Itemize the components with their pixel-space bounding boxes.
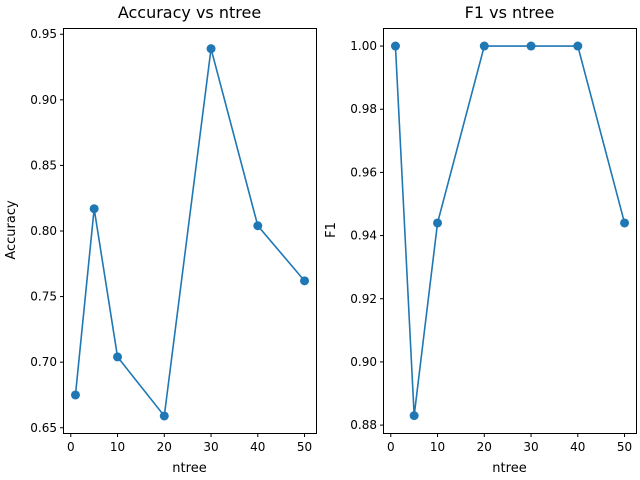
f1-series-line — [394, 45, 626, 416]
accuracy-x-tick-label: 50 — [297, 440, 312, 454]
f1-data-point — [573, 41, 583, 51]
f1-y-tick-label: 1.00 — [350, 39, 377, 53]
f1-y-tick-label: 0.92 — [350, 292, 377, 306]
accuracy-y-axis-label: Accuracy — [4, 200, 19, 260]
accuracy-x-axis-label: ntree — [172, 461, 206, 476]
accuracy-y-tick-label: 0.75 — [30, 290, 57, 304]
accuracy-y-tick-label: 0.80 — [30, 224, 57, 238]
f1-panel: F1 vs ntree ntree F1 0 10 20 30 40 50 0.88 0.90… — [324, 3, 637, 476]
f1-data-point — [526, 41, 536, 51]
accuracy-series-line — [74, 48, 306, 418]
f1-x-tick-label: 10 — [430, 440, 445, 454]
accuracy-y-tick-label: 0.65 — [30, 421, 57, 435]
accuracy-data-point — [206, 44, 216, 54]
f1-data-point — [620, 218, 630, 228]
f1-data-point — [390, 41, 400, 51]
f1-x-tick-label: 30 — [523, 440, 538, 454]
f1-axes: 0 10 20 30 40 50 0.88 0.90 0.92 0.94 0.96 0.98 1.00 — [350, 39, 632, 454]
accuracy-x-tick-label: 20 — [157, 440, 172, 454]
f1-y-axis-label: F1 — [324, 222, 339, 238]
accuracy-data-point — [300, 276, 310, 286]
accuracy-x-tick-label: 0 — [67, 440, 75, 454]
f1-chart-title: F1 vs ntree — [465, 3, 555, 22]
f1-y-tick-label: 0.90 — [350, 355, 377, 369]
accuracy-data-point — [70, 390, 80, 400]
accuracy-y-tick-label: 0.90 — [30, 93, 57, 107]
f1-y-tick-label: 0.94 — [350, 229, 377, 243]
f1-x-axis-label: ntree — [492, 461, 526, 476]
accuracy-data-point — [253, 221, 263, 231]
accuracy-axes: 0 10 20 30 40 50 0.65 0.70 0.75 0.80 0.85 0.90 0.95 — [30, 27, 312, 454]
f1-y-tick-label: 0.88 — [350, 418, 377, 432]
f1-data-point — [479, 41, 489, 51]
f1-x-tick-label: 0 — [387, 440, 395, 454]
accuracy-plot-frame — [63, 28, 317, 434]
accuracy-data-point — [89, 204, 99, 214]
accuracy-panel: Accuracy vs ntree ntree Accuracy 0 10 20 30… — [4, 3, 317, 476]
f1-x-tick-label: 50 — [617, 440, 632, 454]
f1-data-point — [433, 218, 443, 228]
accuracy-series — [70, 44, 310, 421]
f1-y-tick-label: 0.98 — [350, 102, 377, 116]
accuracy-x-tick-label: 30 — [203, 440, 218, 454]
accuracy-x-tick-label: 40 — [250, 440, 265, 454]
accuracy-data-point — [159, 411, 169, 421]
accuracy-y-tick-label: 0.85 — [30, 158, 57, 172]
accuracy-chart-title: Accuracy vs ntree — [118, 3, 261, 22]
f1-plot-frame — [383, 28, 637, 434]
accuracy-y-tick-label: 0.95 — [30, 27, 57, 41]
accuracy-x-tick-label: 10 — [110, 440, 125, 454]
f1-y-tick-label: 0.96 — [350, 165, 377, 179]
f1-data-point — [409, 411, 419, 421]
f1-x-tick-label: 20 — [477, 440, 492, 454]
f1-series — [390, 41, 630, 421]
f1-x-tick-label: 40 — [570, 440, 585, 454]
accuracy-y-tick-label: 0.70 — [30, 355, 57, 369]
accuracy-data-point — [113, 352, 123, 362]
